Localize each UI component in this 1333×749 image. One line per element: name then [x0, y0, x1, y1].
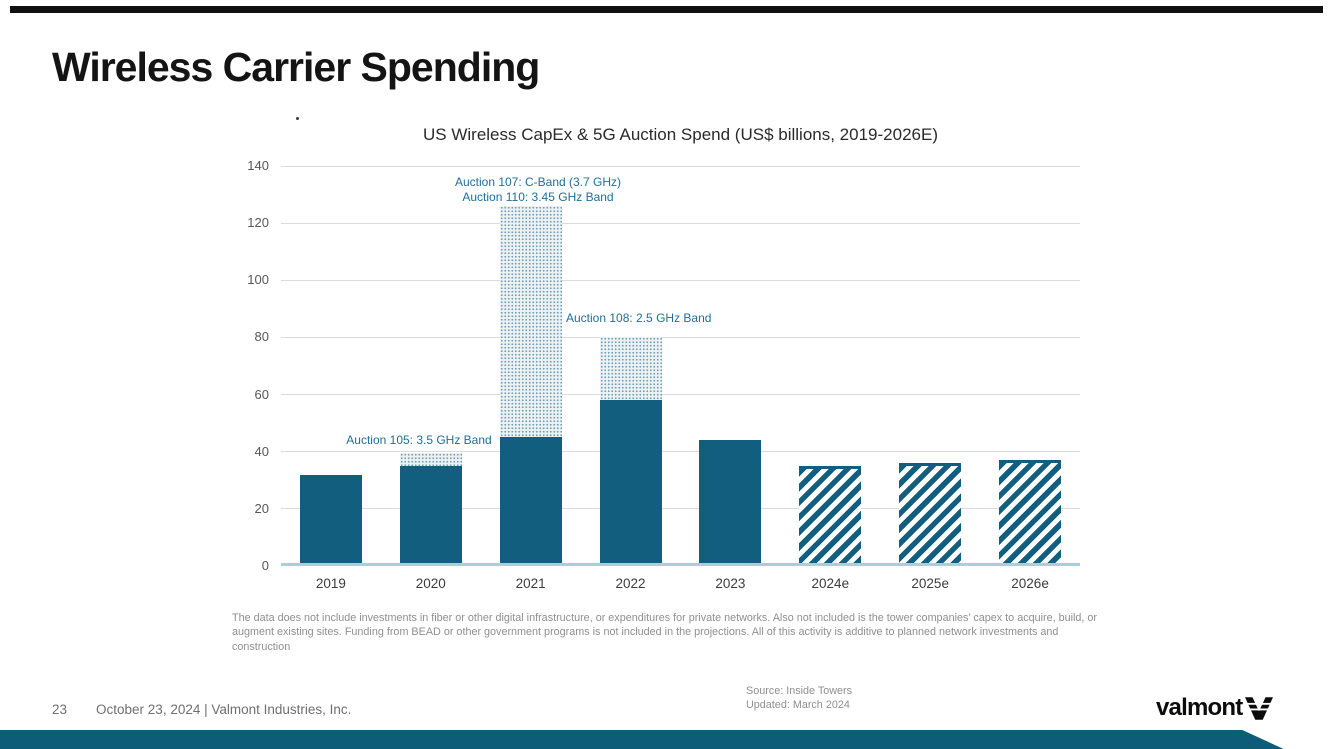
- x-axis-label: 2025e: [911, 576, 949, 591]
- gridline: [281, 508, 1080, 510]
- y-tick-label: 20: [254, 500, 269, 516]
- updated-line: Updated: March 2024: [746, 699, 850, 712]
- bar-capex-hatched: [899, 463, 962, 566]
- valmont-wordmark: valmont: [1156, 694, 1243, 721]
- valmont-logo: valmont: [1156, 694, 1274, 721]
- annotation-line: Auction 110: 3.45 GHz Band: [462, 190, 614, 204]
- x-axis-baseline: [281, 563, 1080, 566]
- x-axis-label: 2024e: [811, 576, 850, 591]
- title-stray-dot: [296, 117, 299, 120]
- slide-footer: 23 October 23, 2024 | Valmont Industries,…: [52, 702, 351, 717]
- gridline: [281, 165, 1080, 167]
- source-note: Source: Inside Towers Updated: March 202…: [746, 684, 852, 713]
- bar-auction-stipple: [499, 206, 562, 438]
- bar-auction-stipple: [399, 452, 462, 466]
- bar-capex-solid: [699, 440, 762, 566]
- y-tick-label: 140: [247, 158, 269, 173]
- bar-capex-solid: [299, 474, 362, 566]
- bar-capex-solid: [599, 400, 662, 566]
- top-accent-bar: [10, 6, 1323, 13]
- gridline: [281, 279, 1080, 281]
- gridline: [281, 222, 1080, 224]
- plot-area: 0 20 40 60 80 100 120 140 2019 2020 2021 2022 2023 20…: [247, 158, 1080, 591]
- annotation-line: Auction 107: C-Band (3.7 GHz): [454, 175, 622, 189]
- x-axis-label: 2019: [315, 576, 346, 591]
- y-tick-label: 120: [247, 215, 269, 231]
- annotation-line: Auction 105: 3.5 GHz Band: [346, 433, 492, 447]
- bar-capex-hatched: [999, 460, 1062, 566]
- bar-capex-hatched: [799, 466, 862, 566]
- footer-date-company: October 23, 2024 | Valmont Industries, I…: [96, 702, 352, 717]
- source-line: Source: Inside Towers: [746, 685, 853, 697]
- valmont-v-icon: [1245, 696, 1274, 720]
- annotation-auction-108: Auction 108: 2.5 GHz Band: [566, 311, 711, 326]
- y-tick-label: 40: [254, 443, 269, 459]
- x-axis-label: 2026e: [1011, 576, 1049, 591]
- y-tick-label: 100: [247, 272, 269, 288]
- annotation-line: Auction 108: 2.5 GHz Band: [566, 311, 712, 325]
- x-axis-label: 2021: [515, 576, 546, 591]
- y-tick-label: 60: [254, 386, 269, 402]
- x-axis-label: 2023: [715, 576, 746, 591]
- x-axis-label: 2022: [615, 576, 646, 591]
- gridline: [281, 394, 1080, 396]
- slide-title: Wireless Carrier Spending: [52, 44, 540, 90]
- bar-auction-stipple: [599, 337, 662, 401]
- y-tick-label: 0: [261, 558, 269, 573]
- bottom-accent-bar: [0, 730, 1284, 749]
- chart-title: US Wireless CapEx & 5G Auction Spend (US…: [423, 125, 938, 144]
- gridline: [281, 451, 1080, 453]
- x-axis-label: 2020: [415, 576, 446, 591]
- y-tick-label: 80: [254, 329, 269, 345]
- page-number: 23: [52, 702, 68, 717]
- gridline: [281, 336, 1080, 338]
- bar-capex-solid: [499, 437, 562, 566]
- bar-capex-solid: [399, 466, 462, 566]
- annotation-auction-107-110: Auction 107: C-Band (3.7 GHz) Auction 110…: [455, 175, 621, 205]
- annotation-auction-105: Auction 105: 3.5 GHz Band: [346, 433, 491, 448]
- footnote: The data does not include investments in…: [232, 612, 1098, 653]
